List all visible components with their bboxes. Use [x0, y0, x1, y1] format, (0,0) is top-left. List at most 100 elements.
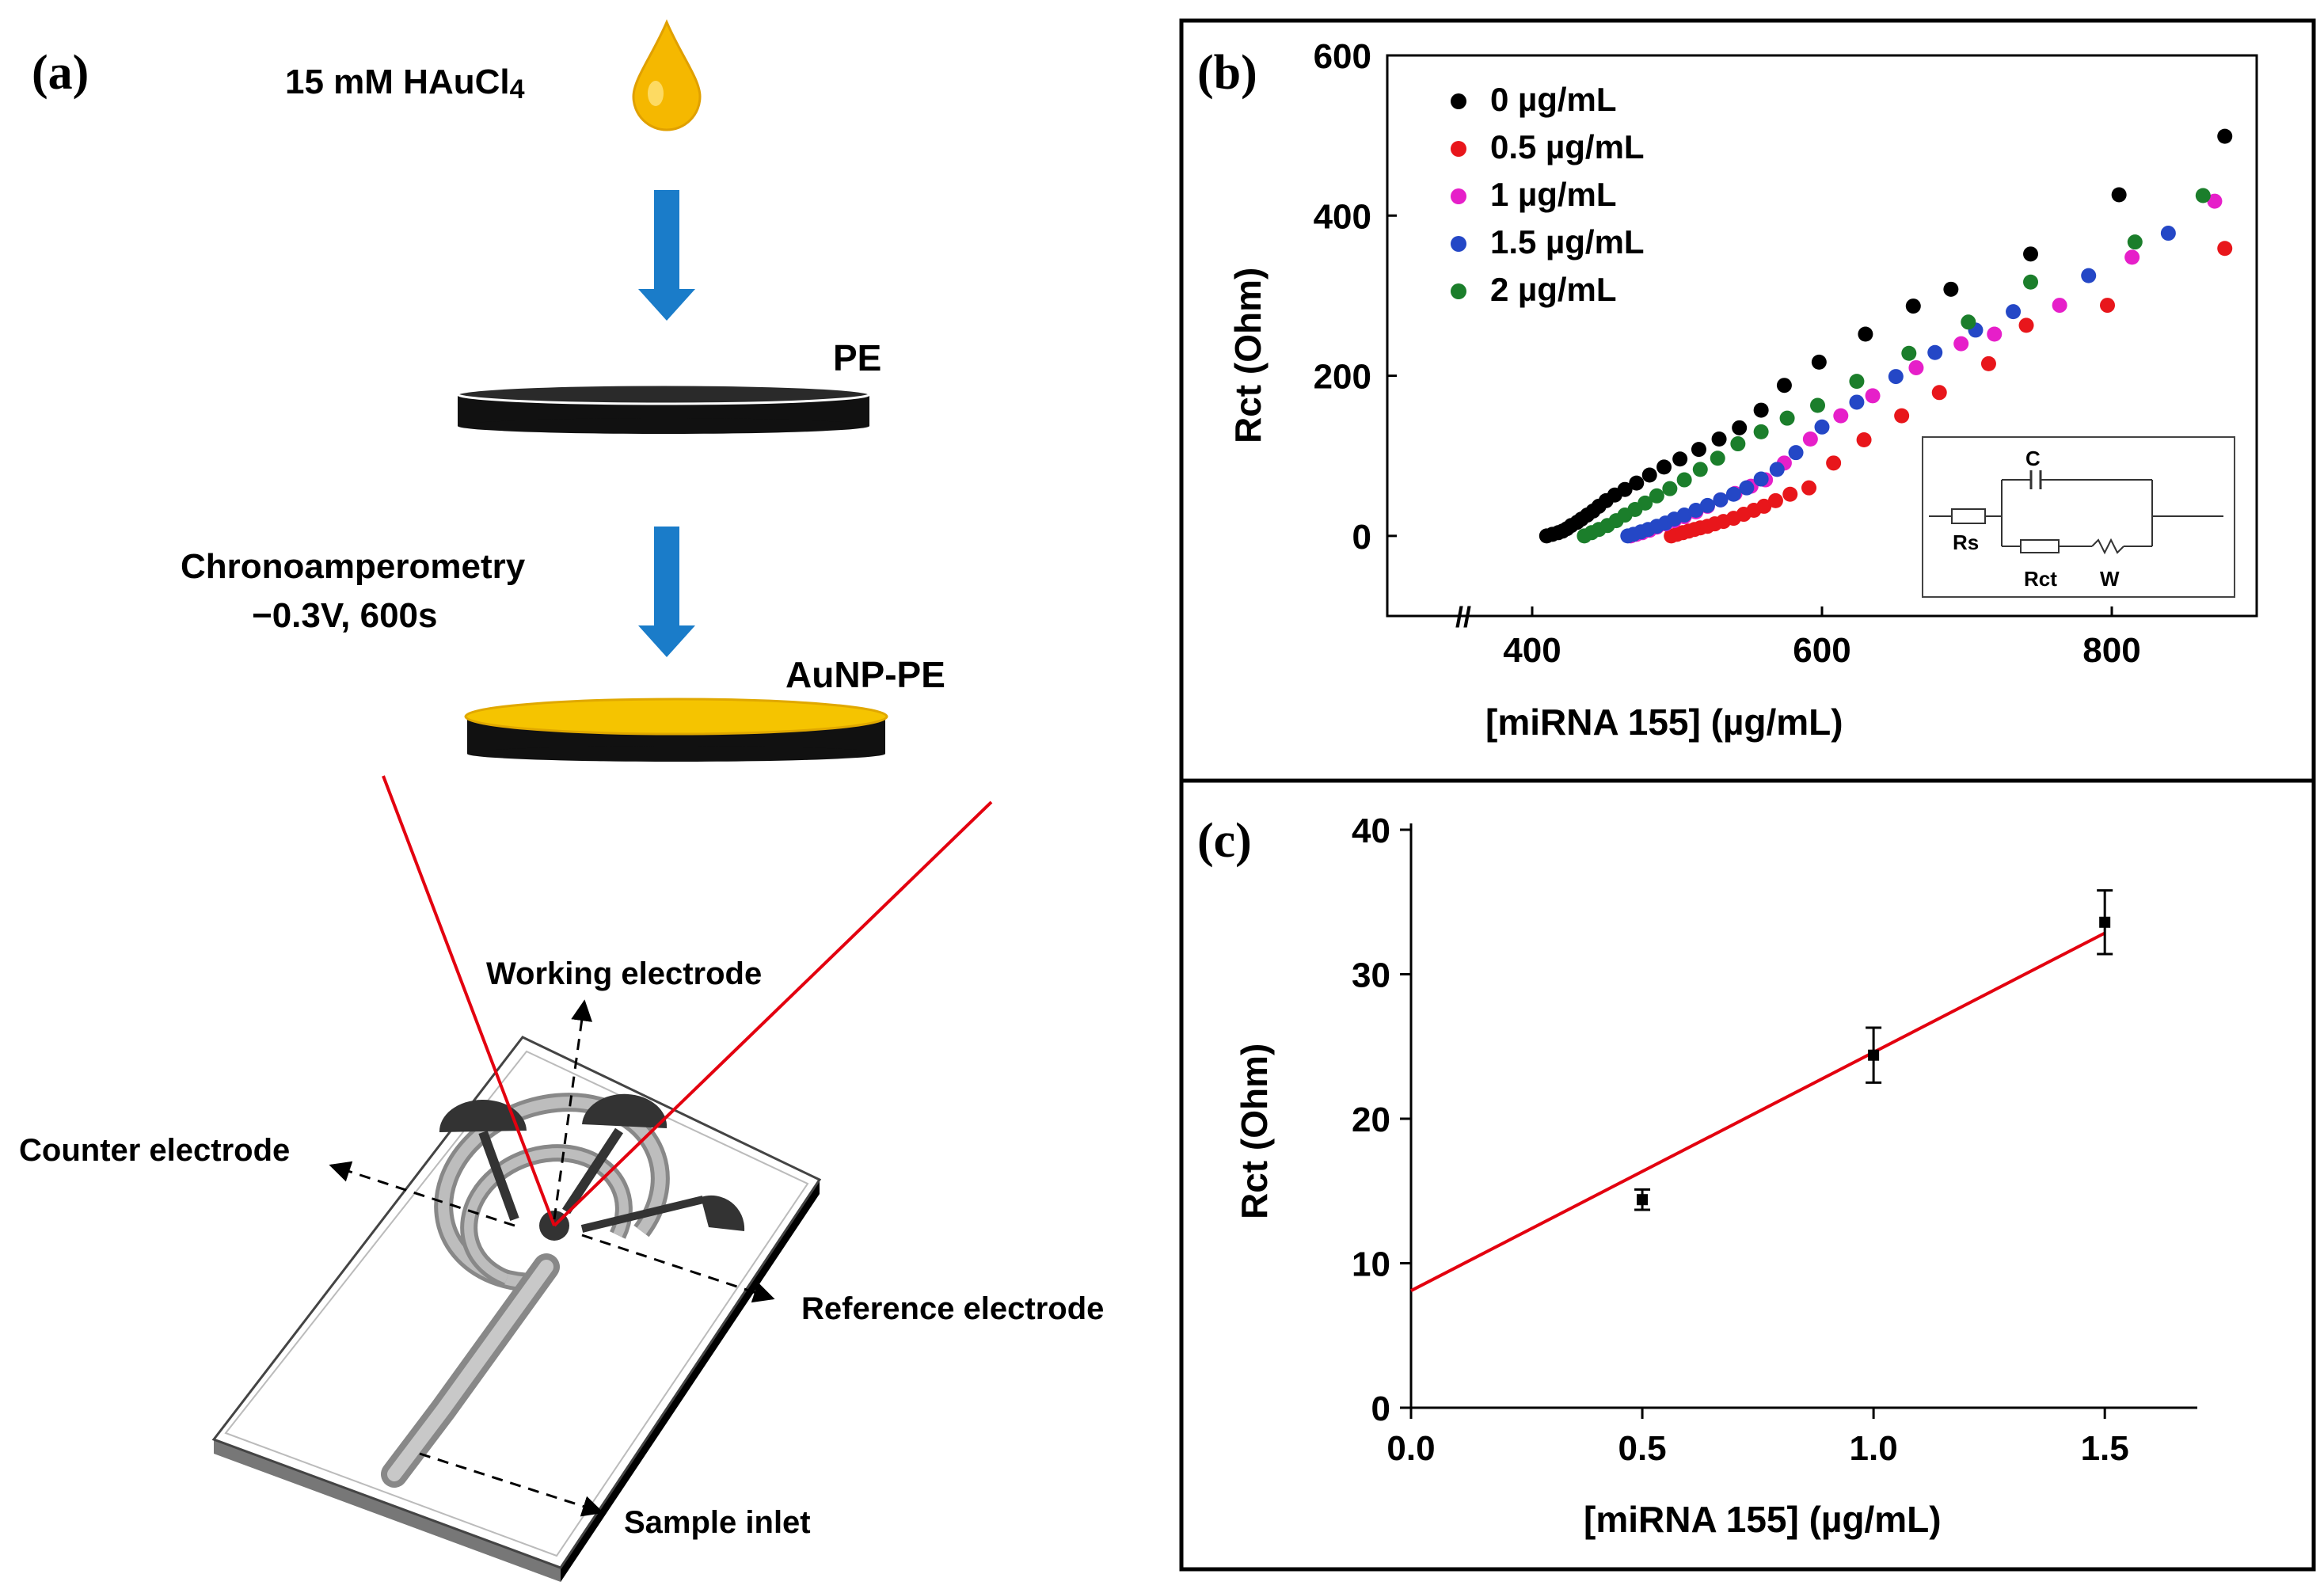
counter-electrode-pad	[439, 1099, 527, 1132]
inset-w-label: W	[2100, 567, 2120, 591]
reagent-label: 15 mM HAuCl4	[285, 63, 525, 105]
legend-marker	[1451, 283, 1466, 299]
panel-b: (b) 0 200 400 600 400 600 800 [miRNA 155] (µg…	[1197, 37, 2258, 743]
legend-marker	[1451, 141, 1466, 157]
panel-c: (c) 0 10 20 30 40 0.0 0.5 1.0 1.5 [miRNA 155] (…	[1197, 812, 2197, 1540]
panel-b-point-series-1	[1826, 455, 1842, 471]
panel-b-point-series-0	[1732, 420, 1748, 435]
sample-inlet-label: Sample inlet	[624, 1505, 811, 1540]
equivalent-circuit-inset: C Rs Rct W	[1922, 436, 2235, 598]
panel-b-point-series-3	[1888, 369, 1904, 385]
panel-b-point-series-1	[1801, 480, 1817, 496]
panel-b-x-axis: 400 600 800	[1503, 606, 2141, 670]
legend-marker	[1451, 188, 1466, 204]
panel-b-point-series-1	[1931, 385, 1947, 401]
panel-b-legend: 0 µg/mL 0.5 µg/mL 1 µg/mL 1.5 µg/mL 2 µg/mL	[1451, 81, 1645, 308]
step-arrow-1	[638, 190, 695, 321]
panel-b-point-series-4	[1753, 424, 1769, 439]
panel-b-x-tick-label: 600	[1793, 631, 1850, 670]
panel-b-point-series-0	[1672, 451, 1688, 467]
panel-b-point-series-2	[2124, 249, 2140, 265]
panel-c-x-label: [miRNA 155] (µg/mL)	[1584, 1499, 1942, 1540]
panel-b-point-series-3	[1927, 344, 1943, 360]
panel-b-point-series-0	[1617, 481, 1633, 497]
panel-c-frame	[1179, 778, 2316, 1572]
panel-c-point	[2099, 916, 2111, 928]
panel-b-point-series-1	[2100, 298, 2116, 314]
panel-b-point-series-0	[1776, 378, 1792, 393]
rct-resistor	[2020, 539, 2060, 553]
panel-b-point-series-3	[2006, 304, 2022, 320]
panel-b-frame	[1179, 18, 2316, 783]
panel-b-point-series-0	[2023, 246, 2039, 262]
panel-b-y-tick-label: 0	[1352, 518, 1371, 557]
panel-b-point-series-4	[1901, 345, 1917, 361]
panel-b-point-series-4	[1692, 462, 1708, 477]
pe-disc	[456, 383, 871, 434]
panel-b-point-series-2	[2052, 298, 2067, 314]
step-text-line2: −0.3V, 600s	[252, 596, 438, 635]
panel-c-x-axis: 0.0 0.5 1.0 1.5	[1386, 1408, 2129, 1468]
panel-b-point-series-2	[1802, 431, 1818, 447]
gold-droplet-icon	[632, 19, 702, 131]
panel-c-point	[1868, 1049, 1880, 1061]
panel-b-point-series-3	[1769, 462, 1785, 477]
panel-b-point-series-3	[1699, 497, 1715, 513]
inset-rct-label: Rct	[2024, 567, 2057, 591]
legend-entry: 2 µg/mL	[1490, 271, 1617, 308]
panel-c-y-tick-label: 10	[1352, 1245, 1390, 1284]
panel-b-point-series-1	[1756, 498, 1772, 514]
step-arrow-2	[638, 527, 695, 657]
zoom-line-right	[553, 800, 993, 1227]
panel-b-point-series-1	[1782, 486, 1798, 502]
working-electrode-pad	[582, 1093, 668, 1128]
panel-c-x-tick-label: 0.5	[1618, 1429, 1666, 1468]
panel-b-point-series-3	[1688, 502, 1704, 518]
panel-b-y-axis: 0 200 400 600	[1314, 37, 1397, 557]
panel-c-y-tick-label: 20	[1352, 1101, 1390, 1139]
zoom-line-left	[382, 775, 556, 1226]
legend-entry: 0.5 µg/mL	[1490, 128, 1645, 165]
panel-b-point-series-3	[1814, 419, 1830, 435]
panel-b-point-series-4	[1676, 472, 1692, 488]
aunp-pe-label: AuNP-PE	[785, 654, 945, 695]
panel-b-point-series-4	[2127, 234, 2143, 250]
panel-b-point-series-0	[2217, 128, 2233, 144]
counter-electrode-arrow	[329, 1161, 515, 1227]
panel-b-point-series-0	[1858, 326, 1873, 342]
panel-b-point-series-3	[2160, 226, 2176, 241]
droplet-highlight	[648, 81, 664, 106]
panel-b-point-series-0	[1943, 281, 1959, 297]
panel-b-x-tick-label: 400	[1503, 631, 1561, 670]
rs-resistor	[1951, 508, 1986, 524]
panel-b-point-series-3	[1849, 394, 1865, 410]
panel-b-label: (b)	[1197, 46, 1257, 100]
panel-b-point-series-4	[1779, 410, 1795, 426]
panel-b-point-series-0	[1811, 354, 1827, 370]
panel-b-point-series-4	[1730, 436, 1746, 452]
panel-c-label: (c)	[1197, 814, 1252, 868]
panel-b-point-series-0	[1905, 298, 1921, 314]
panel-b-point-series-1	[1856, 432, 1872, 447]
panel-c-y-label: Rct (Ohm)	[1234, 1044, 1275, 1219]
panel-b-point-series-3	[1713, 492, 1729, 508]
panel-b-point-series-1	[1767, 492, 1783, 508]
panel-b-y-tick-label: 400	[1314, 197, 1371, 236]
panel-b-point-series-2	[1908, 359, 1924, 375]
panel-c-points	[1634, 889, 2113, 1211]
panel-c-point	[1637, 1194, 1649, 1206]
legend-entry: 0 µg/mL	[1490, 81, 1617, 118]
linear-fit-line	[1410, 931, 2106, 1292]
working-electrode-label: Working electrode	[486, 956, 762, 991]
panel-b-point-series-1	[1894, 408, 1910, 424]
panel-c-y-tick-label: 0	[1371, 1390, 1390, 1428]
panel-b-point-series-0	[1711, 431, 1727, 447]
panel-b-points	[1539, 128, 2233, 544]
step-text-line1: Chronoamperometry	[181, 547, 526, 586]
panel-c-x-tick-label: 1.5	[2081, 1429, 2129, 1468]
legend-marker	[1451, 93, 1466, 109]
panel-b-point-series-3	[1788, 445, 1804, 461]
aunp-pe-disc	[464, 698, 888, 762]
counter-electrode-label: Counter electrode	[19, 1133, 290, 1168]
